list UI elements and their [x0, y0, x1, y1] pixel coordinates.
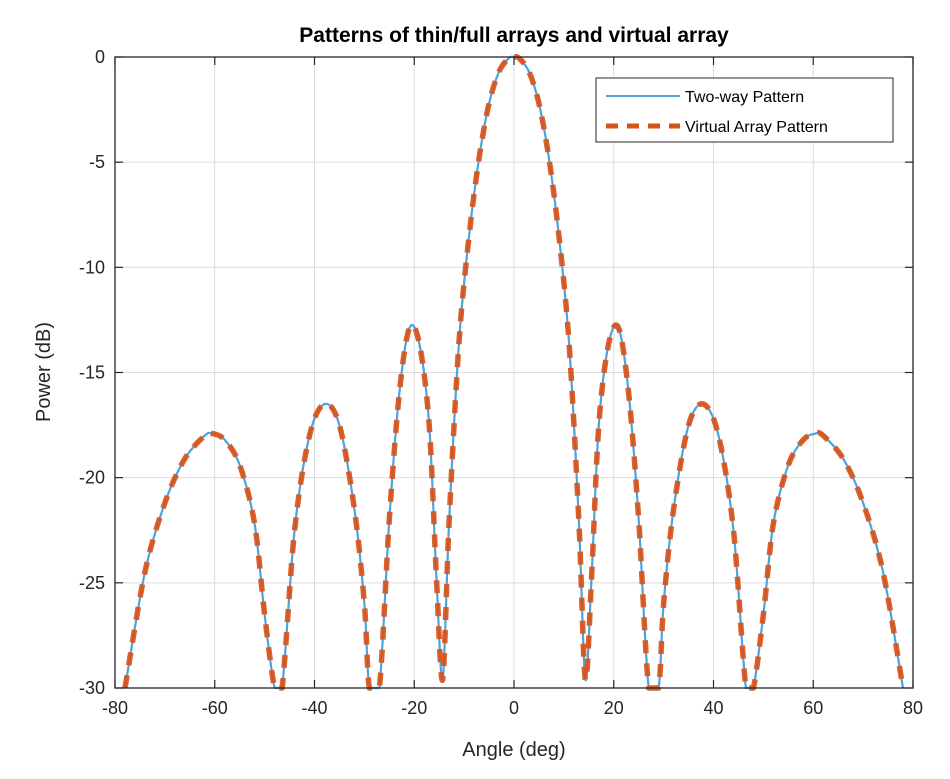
y-tick-label: 0 — [95, 47, 105, 67]
x-tick-label: 80 — [903, 698, 923, 718]
x-tick-label: -20 — [401, 698, 427, 718]
axis-ticks: -80 -60 -40 -20 0 20 40 60 80 0 -5 -10 -15 -20 -25 -30 — [79, 47, 923, 718]
x-tick-label: 60 — [803, 698, 823, 718]
legend-label-two-way: Two-way Pattern — [685, 89, 804, 106]
y-tick-label: -15 — [79, 363, 105, 383]
y-axis-label: Power (dB) — [33, 322, 55, 422]
legend-box — [595, 77, 894, 143]
x-tick-label: -40 — [301, 698, 327, 718]
y-tick-label: -30 — [79, 678, 105, 698]
y-tick-label: -25 — [79, 573, 105, 593]
chart-title: Patterns of thin/full arrays and virtual… — [299, 24, 729, 47]
y-tick-label: -5 — [89, 152, 105, 172]
y-tick-label: -20 — [79, 468, 105, 488]
legend: Two-way Pattern Virtual Array Pattern — [595, 77, 894, 143]
legend-label-virtual-array: Virtual Array Pattern — [685, 119, 828, 136]
x-tick-label: 0 — [509, 698, 519, 718]
x-tick-label: -80 — [102, 698, 128, 718]
x-tick-label: 20 — [604, 698, 624, 718]
grid-lines — [115, 57, 913, 688]
y-tick-label: -10 — [79, 257, 105, 277]
x-tick-label: -60 — [202, 698, 228, 718]
x-axis-label: Angle (deg) — [462, 739, 565, 761]
x-tick-label: 40 — [703, 698, 723, 718]
